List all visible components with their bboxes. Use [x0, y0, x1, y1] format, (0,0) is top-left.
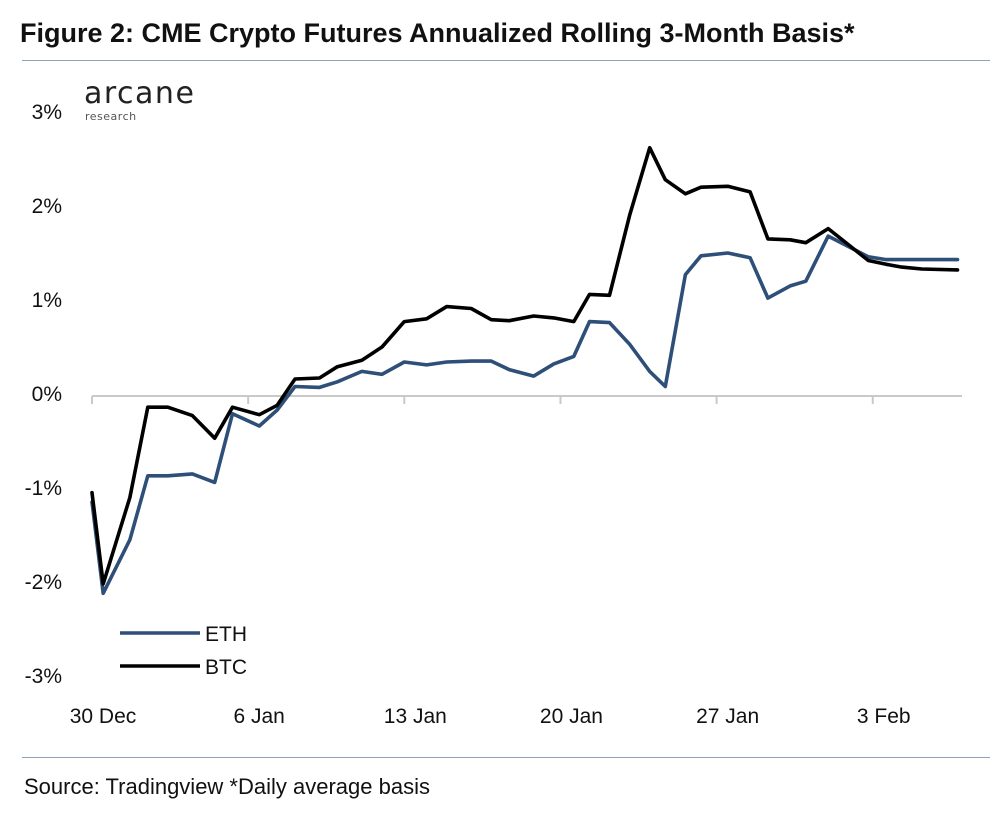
bottom-divider — [22, 757, 990, 758]
y-tick-label: 0% — [32, 383, 62, 406]
y-tick-label: -2% — [25, 571, 62, 594]
top-divider — [22, 60, 990, 61]
y-tick-label: -1% — [25, 477, 62, 500]
source-note: Source: Tradingview *Daily average basis — [24, 774, 430, 799]
line-chart: 3% 2% 1% 0% -1% -2% -3% 30 Dec 6 Jan 13 Jan 20 Ja… — [25, 101, 962, 728]
series-line-eth — [90, 234, 960, 596]
series-lines — [90, 145, 960, 596]
chart-title: Figure 2: CME Crypto Futures Annualized … — [20, 18, 855, 48]
legend-label-btc: BTC — [205, 656, 247, 679]
x-tick-label: 27 Jan — [696, 705, 759, 728]
y-tick-label: 2% — [32, 195, 62, 218]
x-tick-label: 6 Jan — [233, 705, 284, 728]
arcane-logo: arcane — [84, 76, 196, 111]
legend: ETH BTC — [120, 623, 247, 679]
x-axis — [91, 395, 962, 404]
x-tick-label: 3 Feb — [857, 705, 911, 728]
y-tick-label: -3% — [25, 665, 62, 688]
x-tick-label: 20 Jan — [540, 705, 603, 728]
series-line-btc — [90, 145, 960, 586]
x-tick-label: 13 Jan — [384, 705, 447, 728]
y-tick-label: 1% — [32, 289, 62, 312]
legend-label-eth: ETH — [205, 623, 247, 646]
x-tick-label: 30 Dec — [70, 705, 137, 728]
y-tick-label: 3% — [32, 101, 62, 124]
y-axis-ticks: 3% 2% 1% 0% -1% -2% -3% — [25, 101, 62, 688]
arcane-logo-subtitle: research — [85, 110, 137, 123]
x-axis-ticks: 30 Dec 6 Jan 13 Jan 20 Jan 27 Jan 3 Feb — [70, 705, 911, 728]
